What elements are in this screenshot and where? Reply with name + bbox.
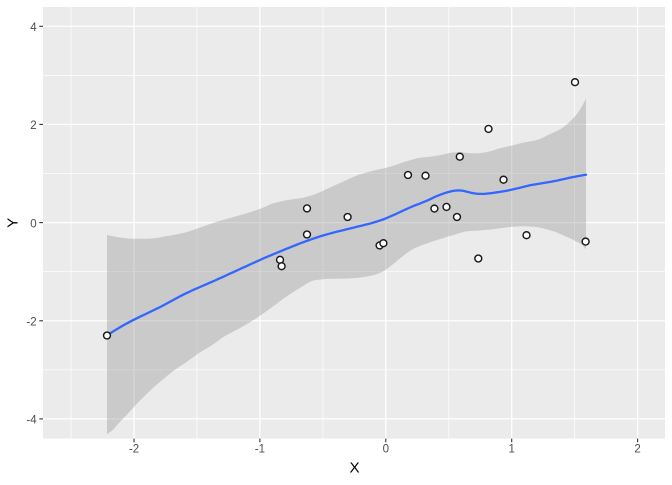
- svg-text:-4: -4: [26, 415, 37, 427]
- svg-text:0: 0: [30, 218, 36, 230]
- svg-text:1: 1: [508, 444, 514, 456]
- svg-text:X: X: [350, 460, 360, 477]
- svg-text:-2: -2: [129, 444, 139, 456]
- svg-text:-1: -1: [255, 444, 265, 456]
- svg-text:4: 4: [30, 22, 37, 34]
- svg-text:2: 2: [634, 444, 640, 456]
- svg-text:0: 0: [383, 444, 389, 456]
- svg-text:2: 2: [30, 120, 36, 132]
- svg-text:Y: Y: [5, 218, 22, 228]
- svg-text:-2: -2: [26, 317, 36, 329]
